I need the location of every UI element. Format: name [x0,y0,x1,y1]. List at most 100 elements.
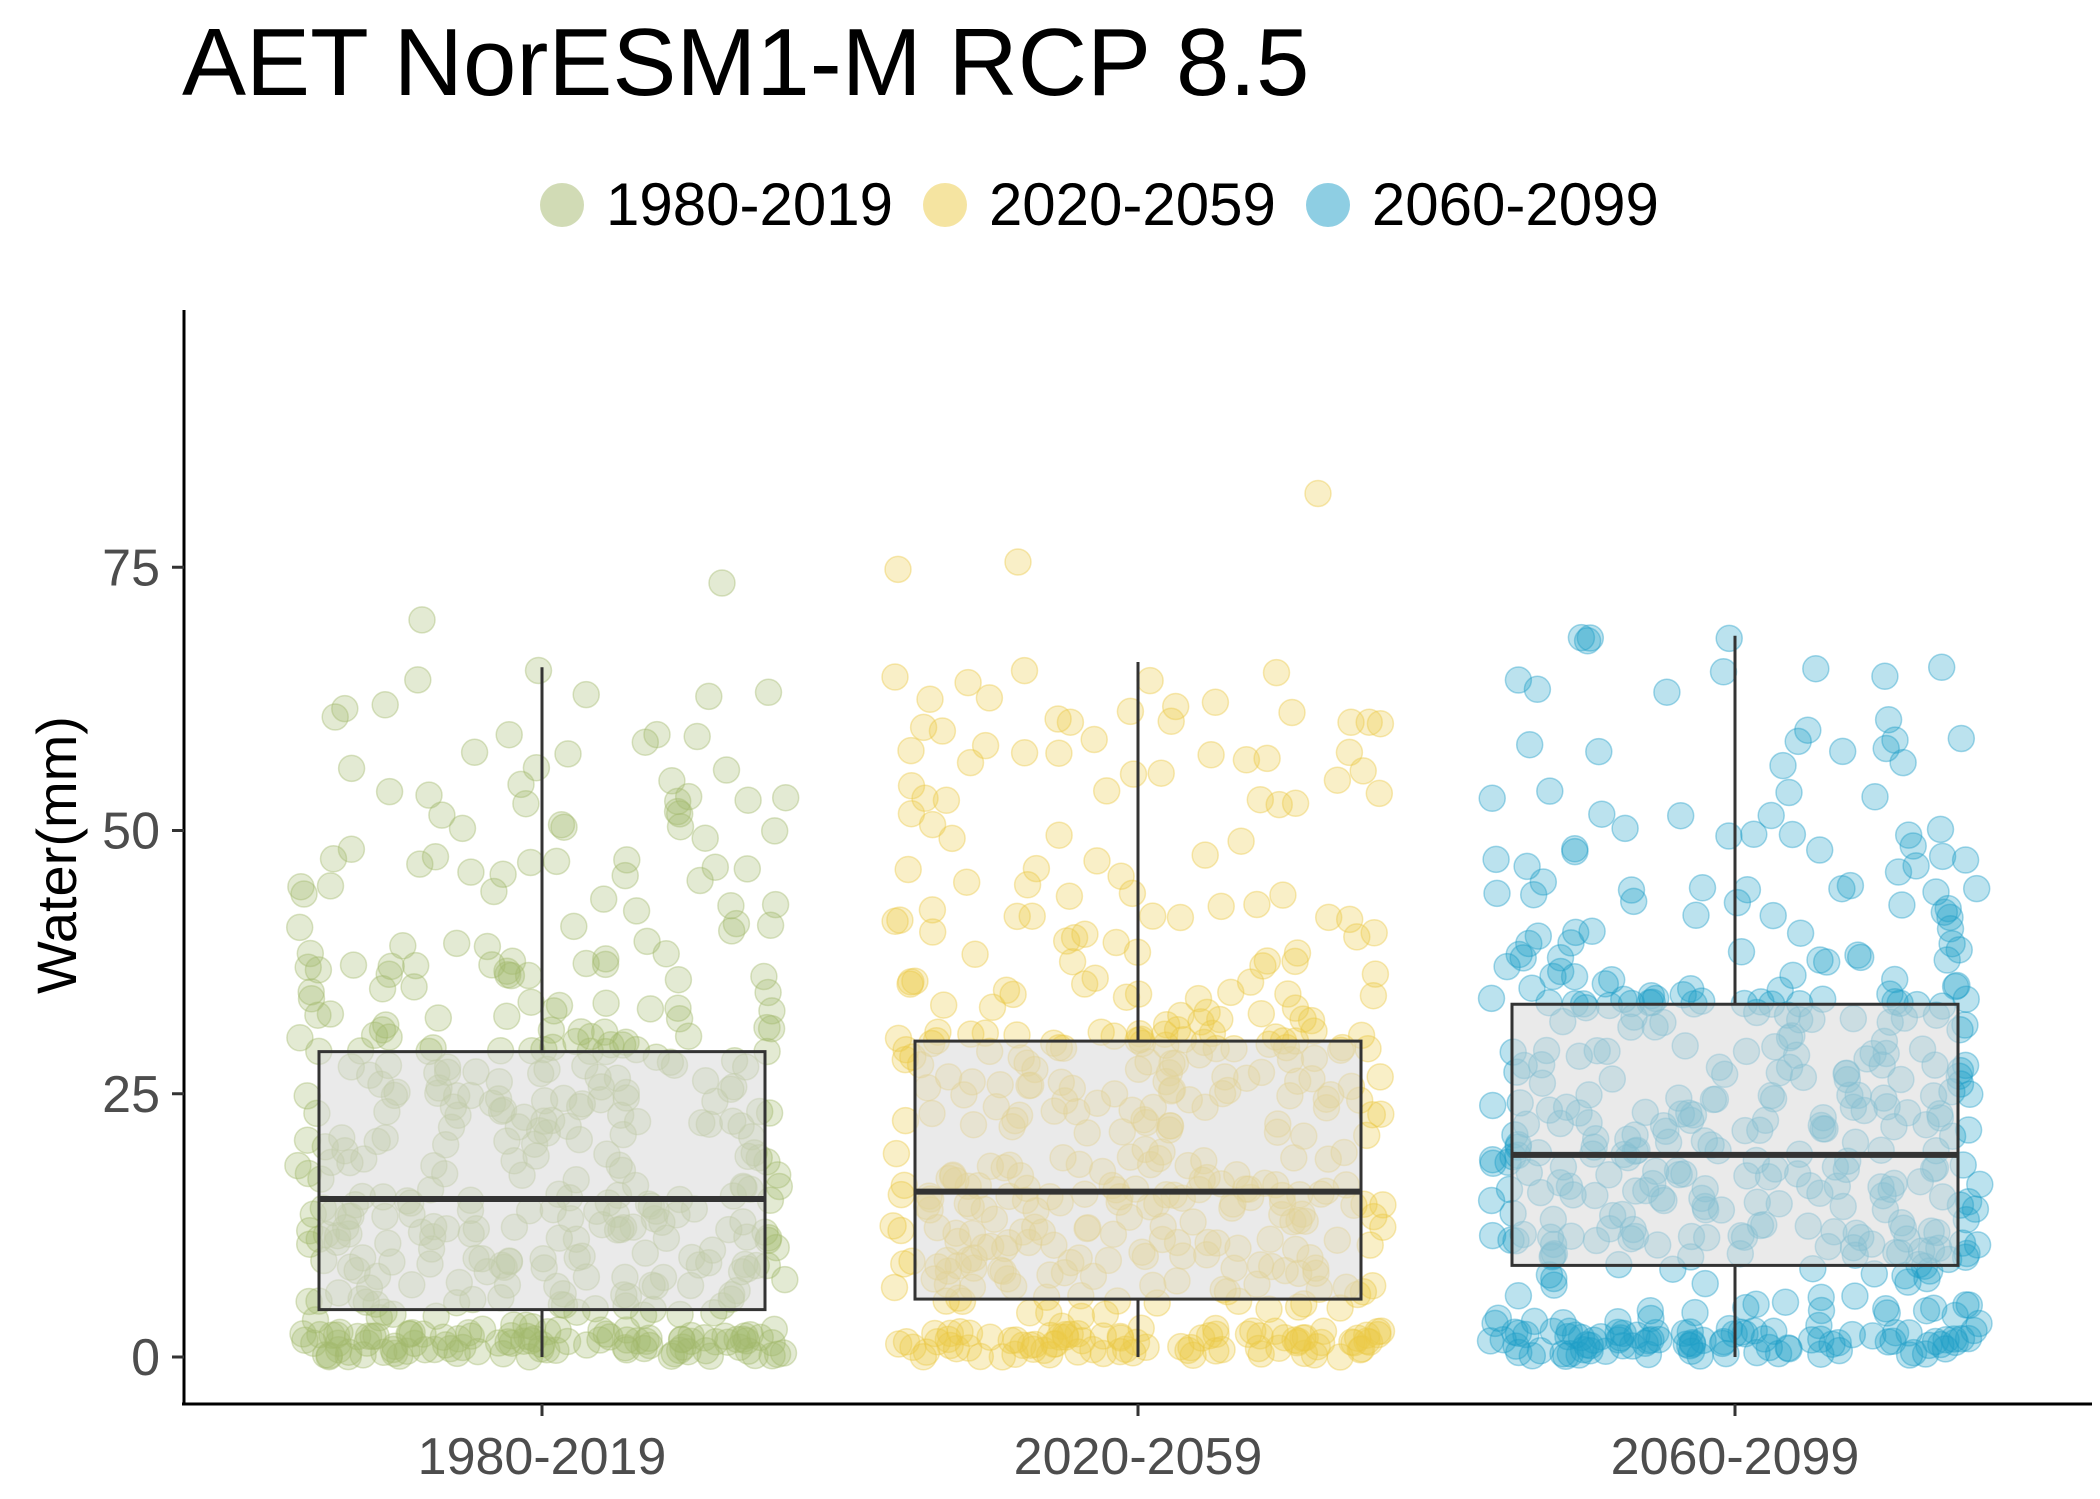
data-point [592,989,620,1017]
data-point [665,1336,694,1365]
data-point [736,1320,764,1349]
data-point [1138,902,1167,930]
data-point [1561,918,1590,947]
data-point [1921,1327,1950,1356]
data-point [711,1322,739,1351]
data-point [674,1022,703,1050]
data-point [319,845,348,873]
data-point [1236,968,1265,996]
axes: 0 25 50 75 1980-2019 2020-2059 2060-2099 [102,310,2092,1486]
data-point [304,956,333,984]
data-point [1246,785,1275,814]
box-2060-2099 [1510,635,1960,1357]
data-point [622,897,651,925]
data-point [1021,1330,1049,1359]
data-point [1355,708,1383,736]
data-point [1283,1329,1311,1357]
data-point [380,1339,409,1368]
data-point [1873,1299,1901,1327]
data-point [473,932,502,961]
data-point [1774,1334,1803,1362]
data-point [879,1212,907,1240]
data-point [880,1273,909,1302]
data-point [322,1321,351,1349]
data-point [901,967,929,995]
data-point [611,1333,640,1362]
data-point [324,1329,352,1358]
data-point [1504,666,1533,694]
data-point [1201,688,1230,717]
data-point [1367,1317,1396,1345]
data-point [371,691,399,719]
data-point [1010,739,1039,767]
data-point [1289,1005,1317,1033]
data-point [1504,1319,1533,1347]
data-point [587,1316,615,1344]
data-point [1637,1304,1665,1333]
data-point [886,906,914,934]
data-point [1573,627,1602,655]
data-point [326,1318,354,1347]
data-point [975,684,1004,712]
data-point [753,1013,781,1042]
data-point [454,1318,483,1347]
data-point [497,961,526,990]
data-point [1604,1307,1632,1336]
data-point [1166,903,1195,932]
data-point [517,1326,546,1355]
data-point [1347,1335,1376,1363]
data-point [612,1336,641,1364]
outlier-point [708,569,736,597]
data-point [1477,984,1506,1013]
data-point [398,1318,426,1347]
data-point [1943,971,1971,1000]
data-point [1283,939,1312,967]
data-point [1915,1331,1943,1360]
data-point [1035,1341,1064,1369]
data-point [311,1341,340,1369]
data-point [1369,1191,1397,1219]
data-point [1239,1317,1267,1345]
data-point [1365,779,1394,808]
data-point [1045,739,1073,767]
data-point [1881,726,1909,754]
data-point [1353,1327,1381,1355]
data-point [1513,852,1541,881]
data-point [1732,1293,1760,1322]
data-point [668,1325,696,1354]
data-point [1018,902,1046,930]
data-point [1177,1333,1205,1362]
data-point [1217,978,1245,1007]
data-point [1067,1302,1096,1331]
data-point [999,980,1027,1009]
data-point [547,810,576,839]
data-point [457,1322,486,1350]
data-point [315,1341,344,1370]
data-point [623,1327,652,1355]
data-point [1922,878,1950,906]
data-point [1048,1312,1076,1341]
data-point [1504,1282,1533,1310]
data-point [1560,962,1589,991]
data-point [1071,920,1099,948]
data-point [1561,1321,1590,1349]
data-point [1249,952,1277,980]
data-point [1352,1321,1381,1349]
data-point [677,1321,705,1350]
legend-item-2020-2059: 2020-2059 [922,175,1276,235]
data-point [1523,675,1552,704]
data-point [729,1325,757,1353]
data-point [1478,784,1506,813]
data-point [1281,789,1310,818]
data-point [289,1320,317,1348]
data-point [1202,1337,1230,1365]
data-point [1947,1325,1976,1353]
legend-item-1980-2019: 1980-2019 [540,175,893,235]
data-point [1338,1328,1366,1356]
data-point [1688,874,1717,902]
data-point [882,1139,911,1168]
data-point [1106,1337,1134,1366]
data-point [1326,1343,1354,1371]
data-point [1343,923,1371,951]
data-point [1484,1304,1513,1332]
